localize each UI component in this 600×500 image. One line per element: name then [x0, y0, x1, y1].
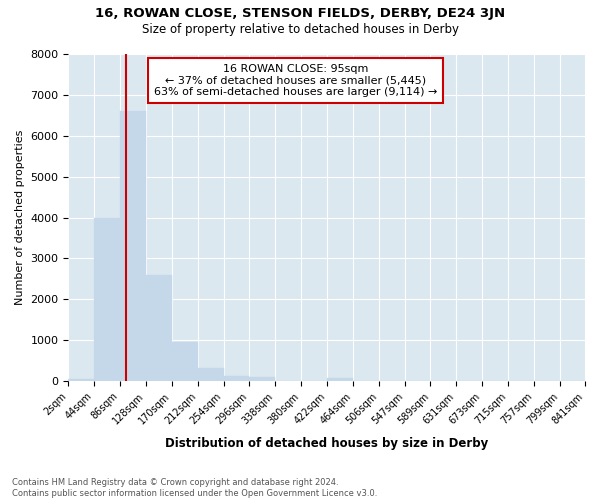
- Y-axis label: Number of detached properties: Number of detached properties: [15, 130, 25, 306]
- Bar: [146, 275, 172, 381]
- Bar: [172, 342, 198, 381]
- Text: Size of property relative to detached houses in Derby: Size of property relative to detached ho…: [142, 22, 458, 36]
- Text: 16, ROWAN CLOSE, STENSON FIELDS, DERBY, DE24 3JN: 16, ROWAN CLOSE, STENSON FIELDS, DERBY, …: [95, 8, 505, 20]
- Bar: [198, 368, 224, 381]
- Text: Contains HM Land Registry data © Crown copyright and database right 2024.
Contai: Contains HM Land Registry data © Crown c…: [12, 478, 377, 498]
- Bar: [68, 379, 94, 381]
- Text: 16 ROWAN CLOSE: 95sqm
← 37% of detached houses are smaller (5,445)
63% of semi-d: 16 ROWAN CLOSE: 95sqm ← 37% of detached …: [154, 64, 437, 97]
- X-axis label: Distribution of detached houses by size in Derby: Distribution of detached houses by size …: [165, 437, 488, 450]
- Bar: [94, 218, 120, 381]
- Bar: [250, 377, 275, 381]
- Bar: [120, 112, 146, 381]
- Bar: [224, 376, 250, 381]
- Bar: [327, 378, 353, 381]
